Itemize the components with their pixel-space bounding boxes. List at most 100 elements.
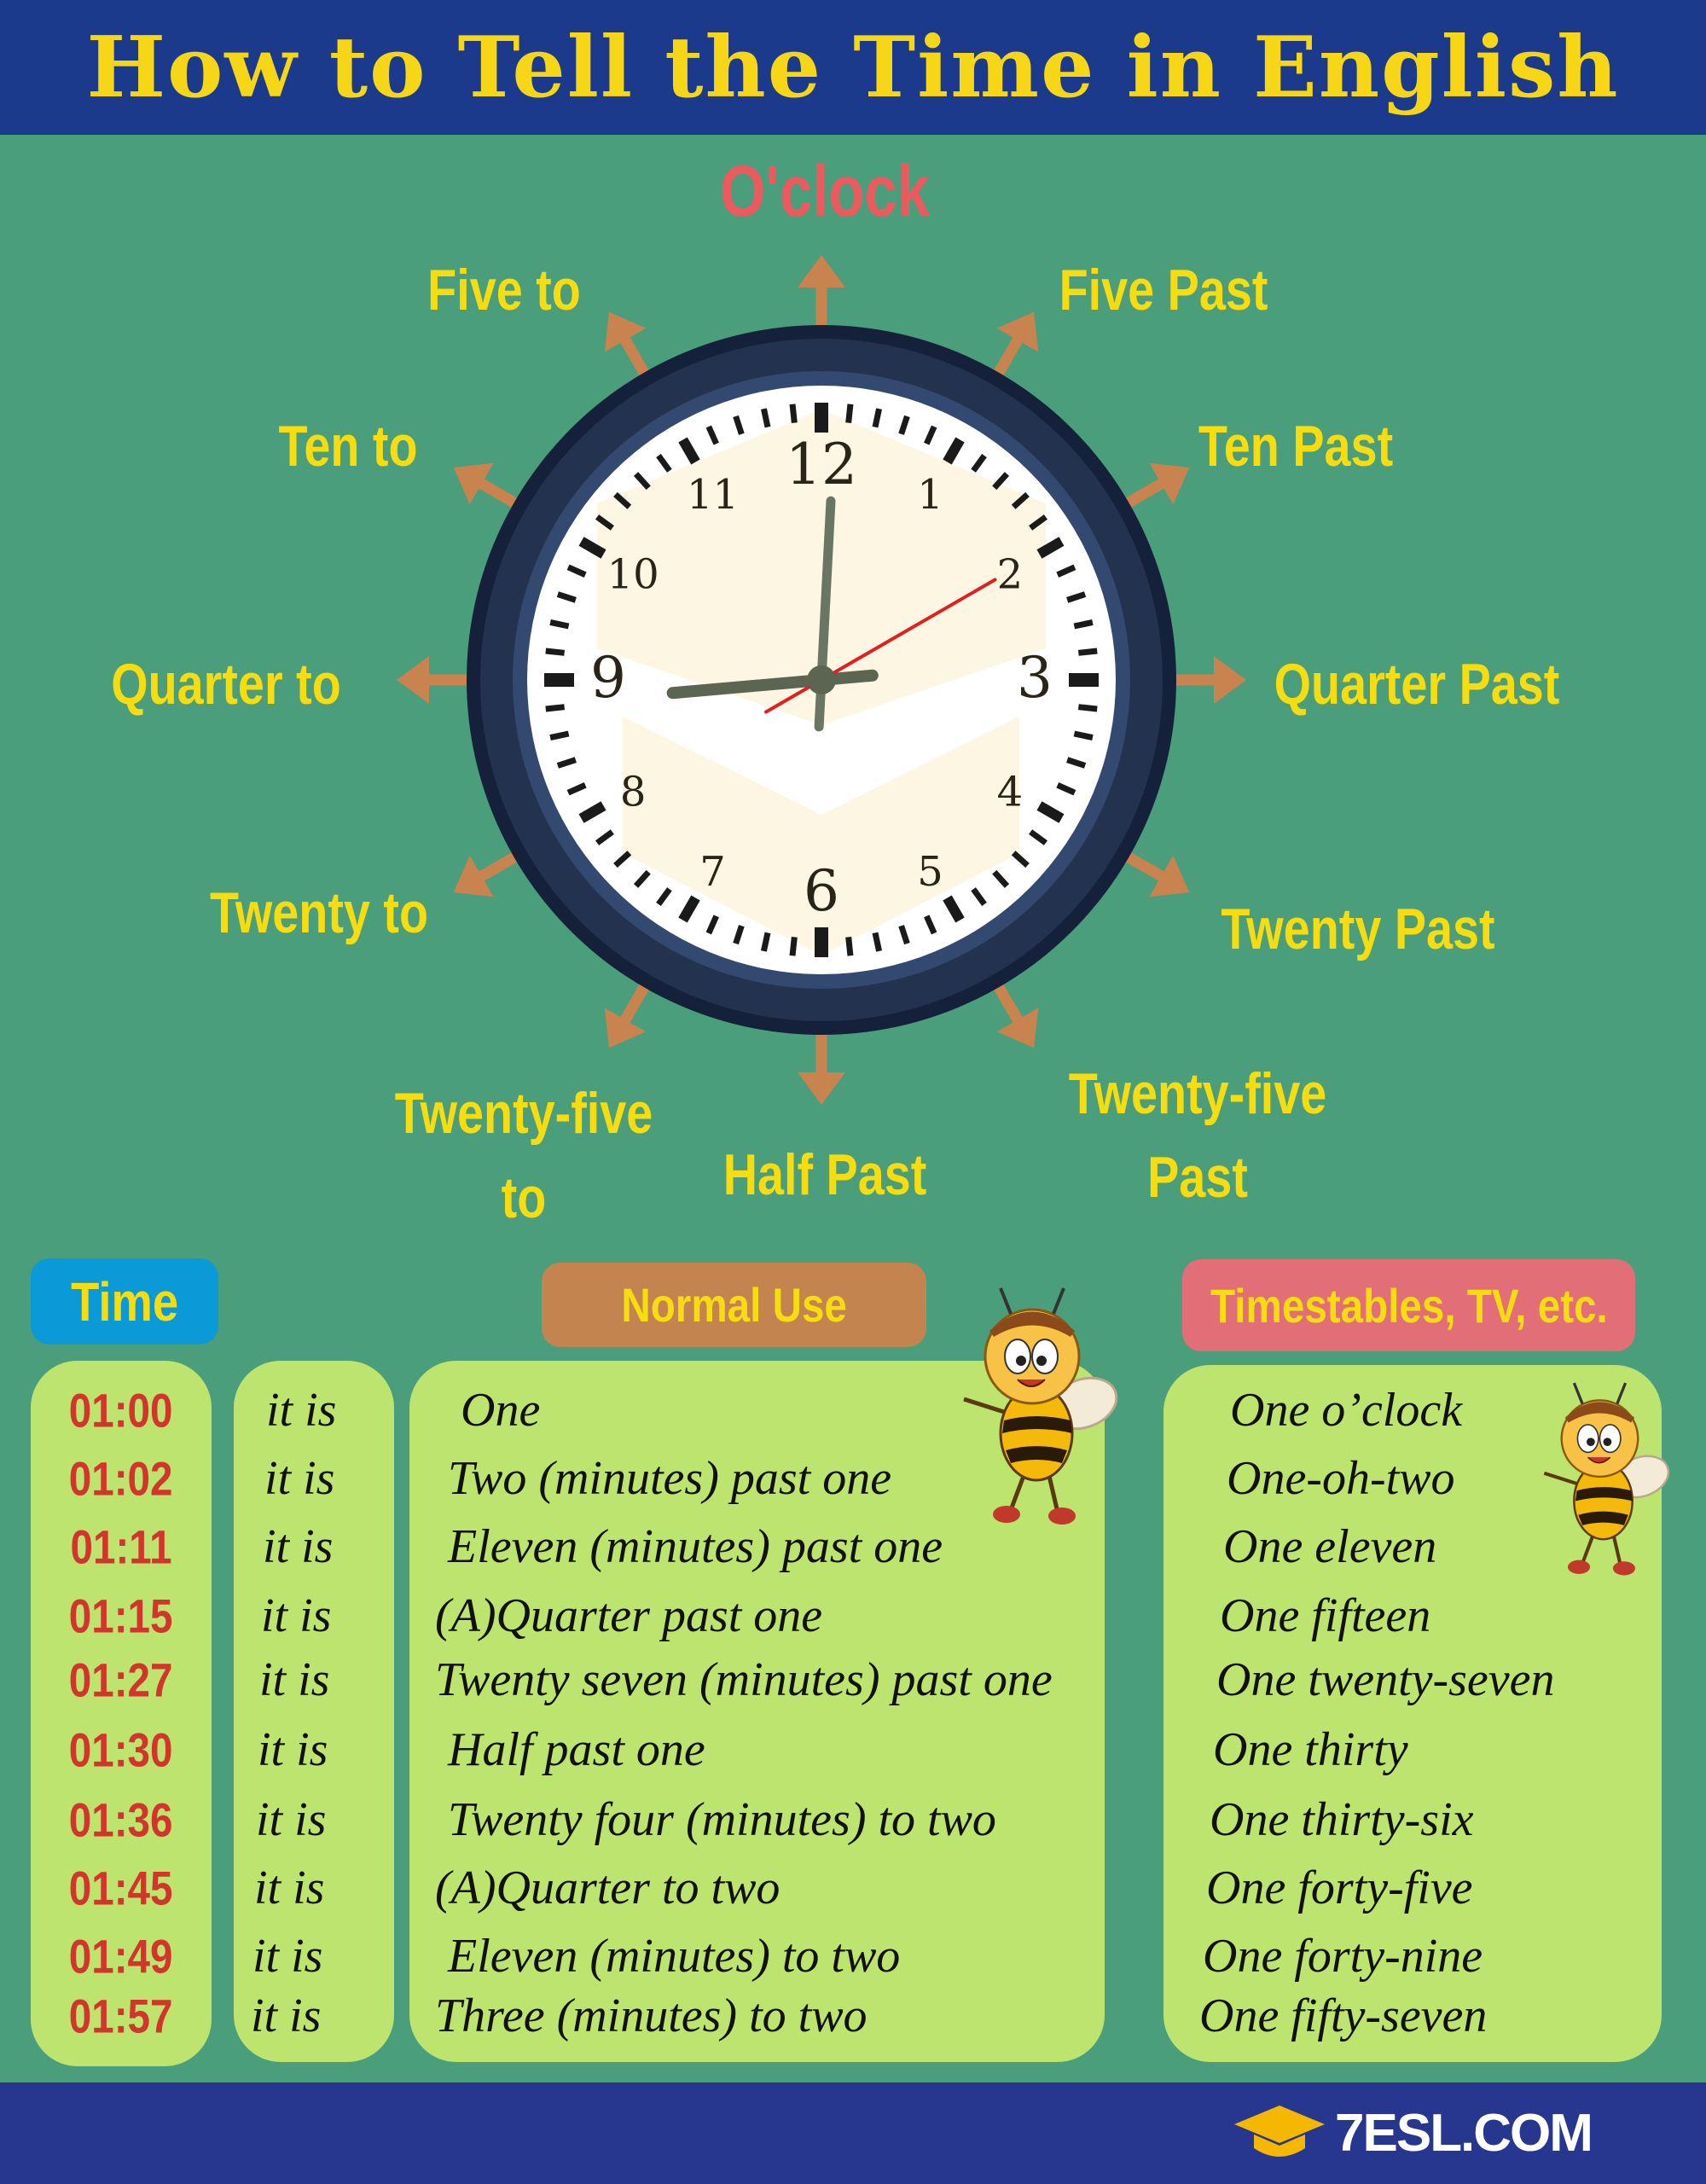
- timetables-text: One fifty-seven: [1199, 1989, 1488, 2042]
- tick-mark: [1066, 757, 1087, 769]
- tick-mark: [1011, 491, 1030, 509]
- timetables-text: One fifteen: [1220, 1589, 1431, 1642]
- tick-mark: [678, 437, 700, 465]
- tick-mark: [705, 425, 719, 445]
- clock-hands: [666, 496, 997, 732]
- tick-mark: [545, 648, 566, 656]
- time-value: 01:49: [69, 1929, 173, 1984]
- time-value: 01:00: [69, 1383, 173, 1438]
- tick-mark: [633, 472, 651, 491]
- label-twenty-past: Twenty Past: [1221, 897, 1495, 961]
- label-ten-to: Ten to: [278, 414, 418, 479]
- face-pattern-bottom: [623, 717, 1019, 956]
- normal-use-text: Twenty four (minutes) to two: [448, 1793, 996, 1846]
- normal-use-text: Two (minutes) past one: [448, 1452, 892, 1505]
- tick-mark: [845, 936, 854, 956]
- label-five-past: Five Past: [1059, 258, 1268, 322]
- clock-number: 4: [997, 769, 1024, 816]
- second-hand: [764, 578, 997, 714]
- tick-mark: [898, 925, 910, 945]
- tick-mark: [761, 408, 771, 428]
- tick-mark: [992, 869, 1010, 888]
- time-value: 01:15: [69, 1589, 173, 1643]
- tick-mark: [1036, 537, 1065, 559]
- it-is-column: it is it is it is it is it is it is it is it is…: [234, 1361, 394, 2062]
- page-title: How to Tell the Time in English: [86, 18, 1620, 117]
- timetables-column: One o’clock One-oh-two One eleven One fifte…: [1163, 1365, 1662, 2062]
- tick-mark: [733, 925, 745, 945]
- timetables-text: One-oh-two: [1227, 1452, 1455, 1505]
- tick-mark: [566, 782, 587, 796]
- timetables-text: One twenty-seven: [1216, 1653, 1555, 1706]
- tick-mark: [613, 851, 632, 868]
- header-timetables: Timestables, TV, etc.: [1182, 1259, 1635, 1351]
- clock-number: 10: [607, 551, 659, 599]
- tick-mark: [943, 437, 965, 465]
- tick-mark: [566, 564, 587, 578]
- tick-mark: [898, 415, 910, 435]
- it-is-text: it is: [252, 1930, 323, 1983]
- tick-mark: [1036, 801, 1065, 823]
- tick-mark: [545, 704, 566, 712]
- tick-mark: [761, 932, 771, 952]
- it-is-text: it is: [263, 1520, 334, 1573]
- tick-mark: [656, 454, 672, 473]
- header: How to Tell the Time in English: [0, 0, 1706, 135]
- bee-mascot-icon: [963, 1287, 1118, 1525]
- tick-mark: [971, 454, 987, 473]
- tick-mark: [705, 915, 719, 935]
- clock-number: 3: [1017, 645, 1053, 711]
- clock-number: 2: [997, 551, 1024, 599]
- tick-mark: [578, 537, 606, 559]
- normal-use-text: Half past one: [448, 1723, 705, 1776]
- tick-mark: [549, 730, 570, 741]
- tick-mark: [1073, 619, 1094, 630]
- it-is-text: it is: [251, 1989, 322, 2042]
- clock-number: 11: [687, 471, 739, 519]
- normal-use-text: (A)Quarter past one: [435, 1589, 823, 1642]
- time-value: 01:36: [69, 1792, 173, 1847]
- it-is-text: it is: [266, 1384, 337, 1437]
- time-column: 01:00 01:02 01:11 01:15 01:27 01:30 01:36 01:45…: [31, 1361, 212, 2066]
- label-twenty-to: Twenty to: [209, 880, 429, 945]
- tick-mark: [1077, 648, 1098, 656]
- label-quarter-past: Quarter Past: [1274, 652, 1560, 717]
- timetables-text: One thirty-six: [1210, 1793, 1474, 1846]
- tick-mark: [872, 408, 882, 428]
- time-value: 01:57: [69, 1989, 173, 2043]
- time-value: 01:02: [69, 1451, 173, 1506]
- tick-mark: [872, 932, 882, 952]
- normal-use-text: Eleven (minutes) past one: [448, 1520, 943, 1573]
- tick-mark: [1029, 514, 1047, 531]
- clock-number: 9: [590, 645, 626, 711]
- tick-mark: [656, 887, 672, 906]
- face-pattern-top: [597, 410, 1046, 725]
- label-quarter-to: Quarter to: [111, 652, 341, 717]
- time-value: 01:27: [69, 1653, 173, 1707]
- clock-ticks: [544, 403, 1099, 957]
- clock-number: 1: [917, 471, 943, 519]
- clock-number: 5: [917, 848, 943, 896]
- tick-mark: [1029, 829, 1047, 845]
- clock-number: 7: [699, 848, 726, 896]
- tick-mark: [1066, 591, 1087, 603]
- tick-mark: [971, 887, 987, 906]
- it-is-text: it is: [264, 1452, 335, 1505]
- normal-use-text: Twenty seven (minutes) past one: [435, 1653, 1053, 1706]
- label-twenty-five-past-line1: Twenty-five: [1068, 1061, 1327, 1126]
- it-is-text: it is: [254, 1862, 325, 1914]
- tick-mark: [549, 619, 570, 630]
- tick-mark: [1073, 730, 1094, 741]
- label-twenty-five-past-line2: Past: [1147, 1145, 1248, 1210]
- clock-number: 12: [786, 432, 857, 497]
- timetables-text: One forty-five: [1206, 1862, 1473, 1914]
- normal-use-text: One: [461, 1384, 541, 1437]
- tick-mark: [678, 895, 700, 923]
- tick-mark: [1056, 564, 1076, 578]
- tick-mark: [845, 404, 854, 424]
- label-half-past: Half Past: [722, 1142, 927, 1207]
- tick-mark: [1011, 851, 1030, 868]
- timetables-text: One forty-nine: [1203, 1930, 1483, 1983]
